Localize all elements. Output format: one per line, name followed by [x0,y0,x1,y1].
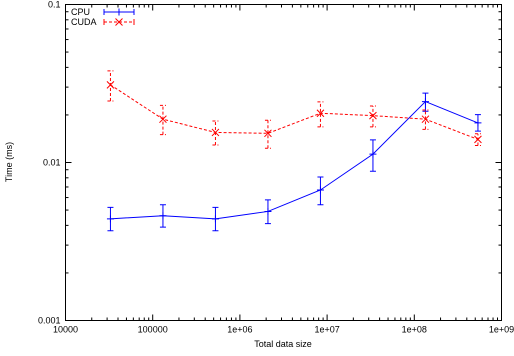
data-point [264,207,272,215]
y-axis-title: Time (ms) [4,142,14,182]
x-axis-title: Total data size [254,339,312,349]
x-tick-label: 1e+07 [314,325,339,335]
data-point [211,215,219,223]
y-tick-label: 0.001 [38,316,61,326]
error-bar [159,104,166,136]
data-point [316,186,324,194]
series-cuda [106,70,482,149]
error-bar [422,109,429,130]
error-bar [369,105,376,128]
legend-swatch-bar [103,19,135,25]
legend-label: CUDA [71,17,97,27]
legend-swatch-marker [115,8,123,16]
data-point [421,98,429,106]
x-tick-label: 1e+08 [402,325,427,335]
x-tick-label: 1e+09 [489,325,514,335]
legend-swatch-bar [103,9,135,15]
plot-area [65,4,502,321]
data-point [159,115,167,124]
data-point [106,215,114,223]
x-tick-label: 1e+06 [227,325,252,335]
data-point [474,119,482,127]
data-point [369,150,377,158]
error-bar [264,119,271,149]
data-point [474,135,482,144]
y-tick-label: 0.1 [48,0,61,10]
series-line [110,100,479,220]
error-bar [317,101,324,128]
series-line [110,84,479,140]
data-point [369,111,377,120]
legend-label: CPU [71,7,90,17]
data-point [106,81,115,89]
series-cpu [106,92,482,232]
data-point [316,109,325,118]
x-tick-label: 100000 [138,325,168,335]
error-bar [107,70,114,102]
x-tick-label: 10000 [53,325,78,335]
data-point [264,129,272,138]
plot-frame [65,4,502,321]
data-point [421,115,430,124]
data-point [211,128,220,137]
axis-ticks: 10000 100000 1e+06 1e+07 1e+08 1e+09 0.001 0.01… [38,0,514,335]
y-tick-label: 0.01 [43,158,61,168]
series-layer [106,70,482,232]
legend-swatch-marker [115,18,123,26]
data-point [159,212,167,220]
